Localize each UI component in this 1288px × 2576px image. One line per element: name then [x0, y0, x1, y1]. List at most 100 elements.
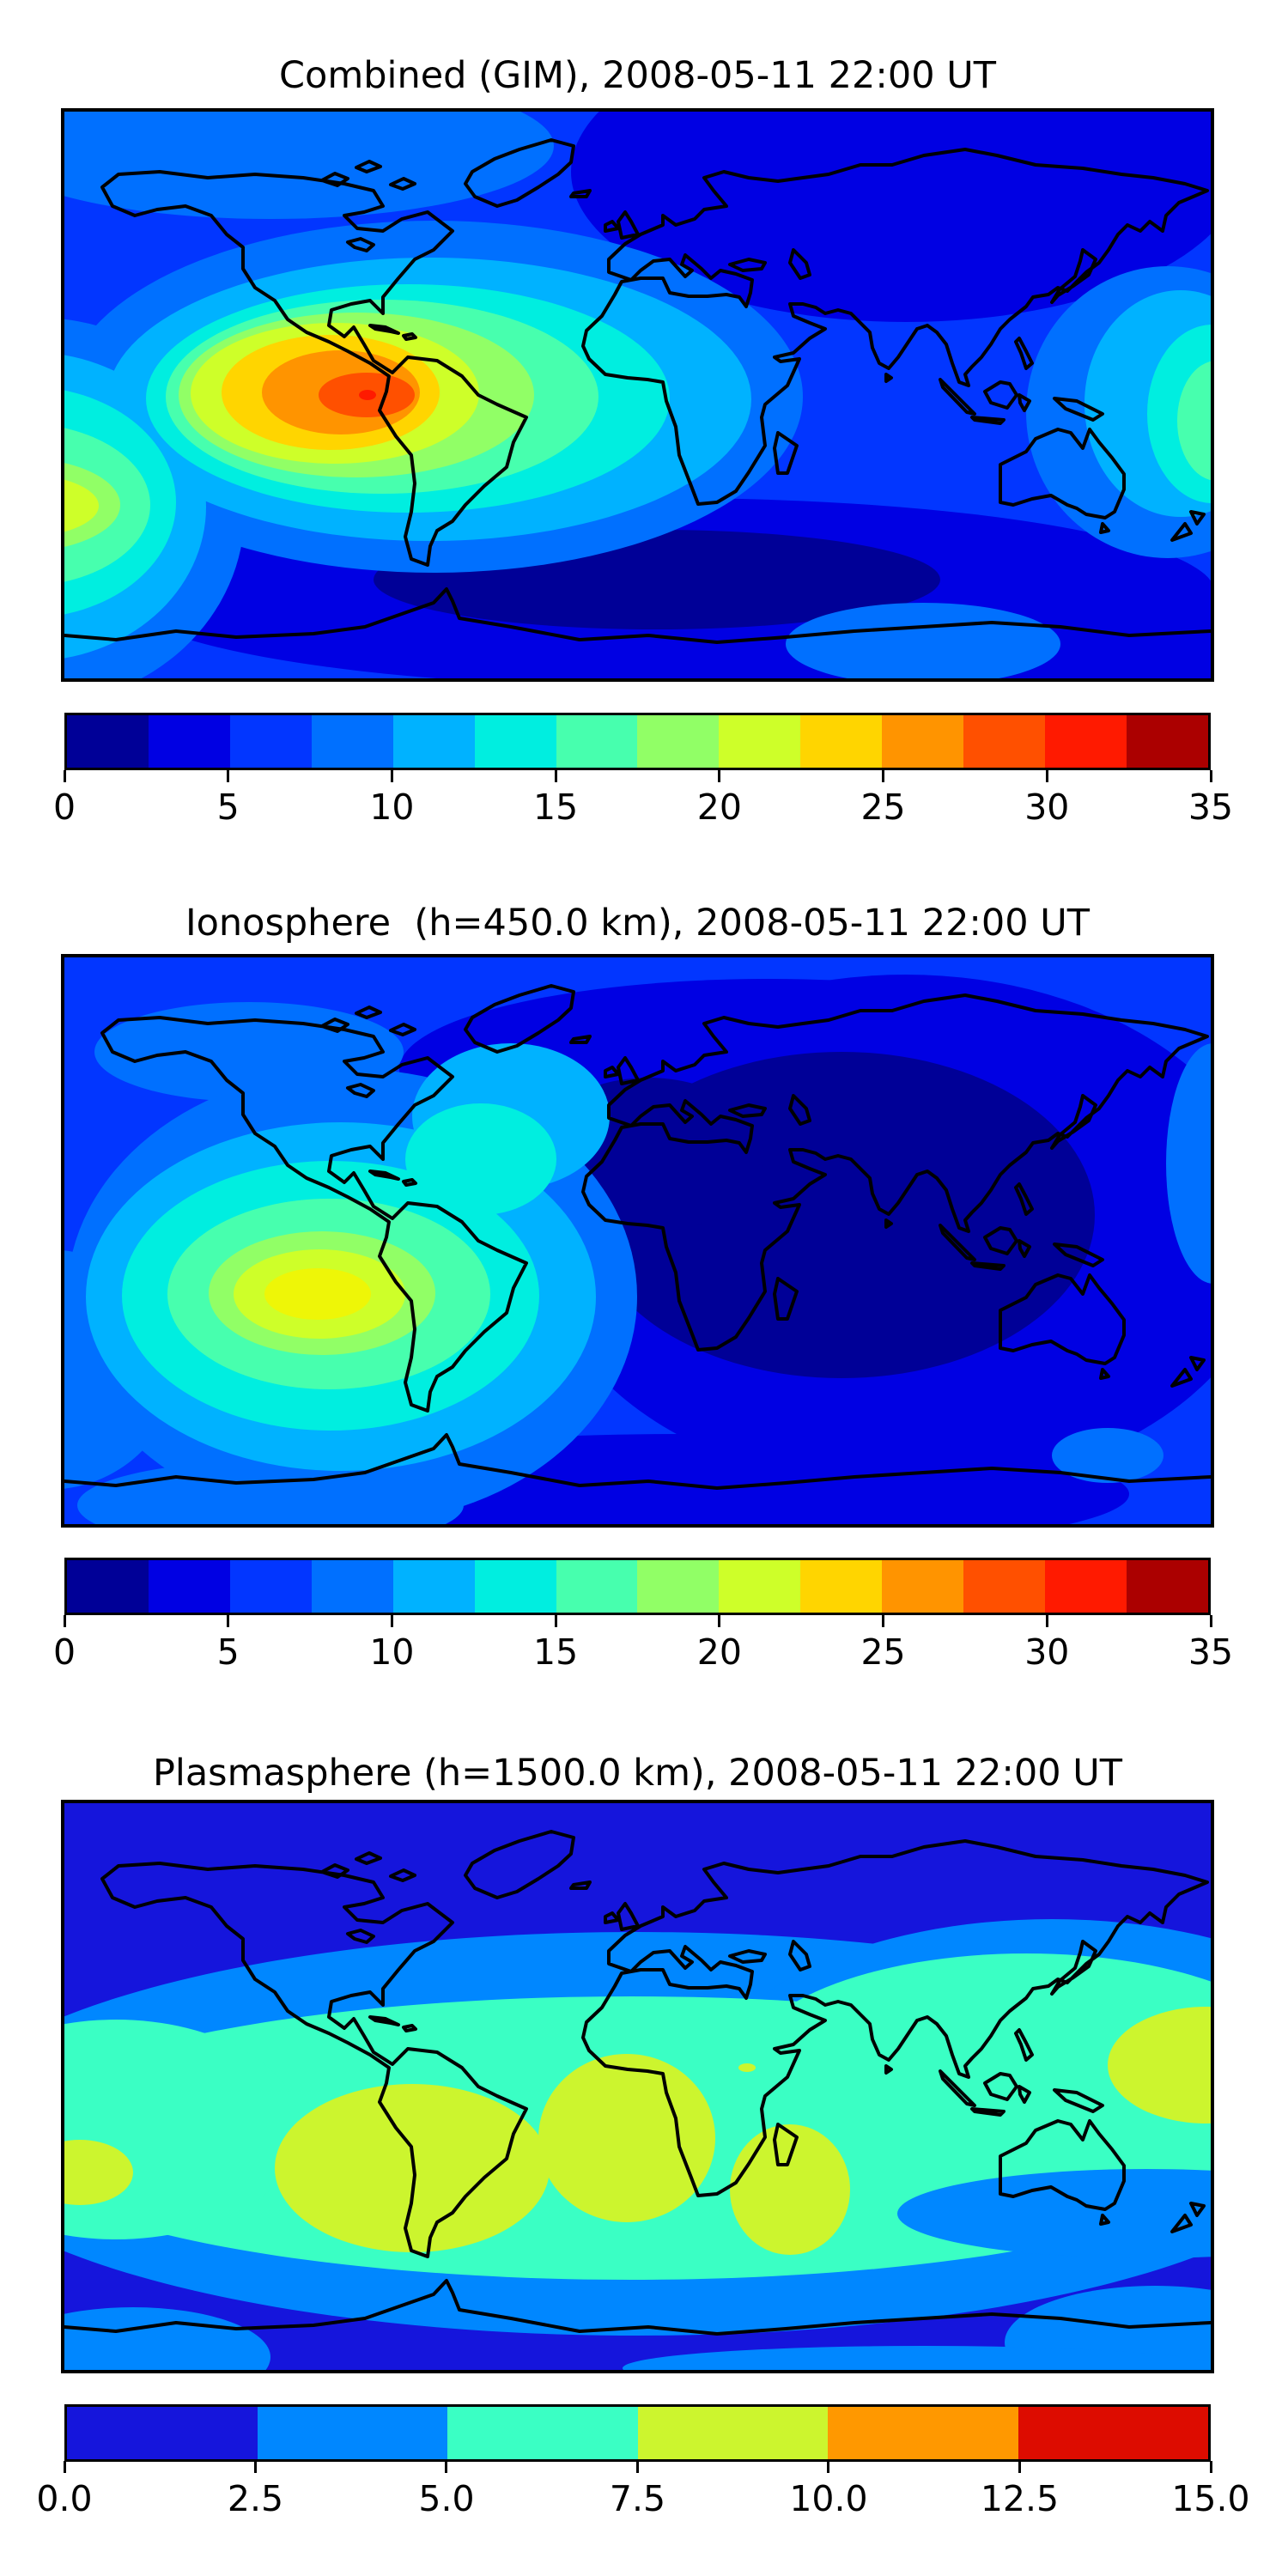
colorbar-tick	[636, 2461, 639, 2473]
colorbar-tickmarks	[63, 770, 1212, 782]
colorbar-segment	[148, 715, 230, 768]
colorbar-tick-label: 15	[533, 1631, 579, 1673]
colorbar-tick-label: 5.0	[418, 2478, 475, 2519]
contour-band	[623, 2346, 1211, 2370]
colorbar-segment	[67, 715, 149, 768]
colorbar-ionosphere	[64, 1558, 1211, 1615]
colorbar-tick	[445, 2461, 448, 2473]
world-tec-map-combined	[61, 108, 1214, 682]
colorbar-segment	[882, 715, 964, 768]
colorbar-tick-label: 15	[533, 787, 579, 828]
colorbar-tick	[390, 1615, 393, 1627]
colorbar-segment	[148, 1560, 230, 1613]
colorbar-segment	[229, 1560, 312, 1613]
colorbar-tick	[253, 2461, 257, 2473]
colorbar-tick	[227, 770, 230, 782]
contour-band	[405, 1103, 556, 1215]
colorbar-segment	[67, 2407, 258, 2459]
contour-band	[359, 390, 376, 400]
colorbar-tick-label: 15.0	[1171, 2478, 1250, 2519]
colorbar-segment	[67, 1560, 149, 1613]
contour-band	[1108, 2007, 1211, 2123]
contour-band	[64, 479, 99, 532]
colorbar-tick-label: 10.0	[789, 2478, 868, 2519]
contour-band	[897, 2169, 1211, 2258]
contour-band	[1177, 361, 1211, 481]
colorbar-segment	[637, 715, 720, 768]
colorbar-tick-label: 0	[52, 1631, 76, 1673]
contour-band	[1166, 1043, 1211, 1284]
colorbar-tick	[1209, 770, 1212, 782]
colorbar-tick	[390, 770, 393, 782]
colorbar-tick	[1018, 2461, 1021, 2473]
colorbar-tick	[882, 1615, 885, 1627]
colorbar-tick-label: 7.5	[609, 2478, 666, 2519]
colorbar-tick	[63, 770, 66, 782]
colorbar-segment	[392, 1560, 475, 1613]
panel-title: Ionosphere (h=450.0 km), 2008-05-11 22:0…	[185, 902, 1091, 945]
colorbar-tick-label: 35	[1188, 1631, 1234, 1673]
colorbar-tick	[718, 1615, 721, 1627]
colorbar-tick-label: 30	[1024, 1631, 1070, 1673]
colorbar-tick-label: 10	[369, 1631, 415, 1673]
colorbar-segment	[556, 1560, 638, 1613]
colorbar-segment	[392, 715, 475, 768]
panel-title: Plasmasphere (h=1500.0 km), 2008-05-11 2…	[152, 1752, 1123, 1795]
colorbar-segment	[556, 715, 638, 768]
colorbar-tick-label: 30	[1024, 787, 1070, 828]
colorbar-combined	[64, 713, 1211, 770]
contour-band	[538, 2054, 715, 2222]
colorbar-tick-label: 20	[696, 787, 742, 828]
colorbar-tick	[554, 770, 557, 782]
colorbar-segment	[311, 715, 393, 768]
contour-band	[64, 112, 554, 219]
colorbar-tick-label: 0	[52, 787, 76, 828]
colorbar-tick	[1045, 1615, 1048, 1627]
colorbar-segment	[719, 715, 801, 768]
contour-band	[275, 2084, 550, 2252]
colorbar-tick-label: 5	[216, 1631, 240, 1673]
colorbar-tick	[63, 2461, 66, 2473]
colorbar-tickmarks	[63, 2461, 1212, 2473]
panel-title: Combined (GIM), 2008-05-11 22:00 UT	[278, 54, 996, 97]
colorbar-ticklabels: 0 5 10 15 20 25 30 35	[53, 787, 1233, 829]
colorbar-tick	[882, 770, 885, 782]
colorbar-plasmasphere	[64, 2404, 1211, 2462]
colorbar-ticklabels: 0 5 10 15 20 25 30 35	[53, 1631, 1233, 1674]
colorbar-segment	[963, 715, 1046, 768]
colorbar-tick-label: 20	[696, 1631, 742, 1673]
colorbar-tickmarks	[63, 1615, 1212, 1627]
colorbar-tick-label: 10	[369, 787, 415, 828]
colorbar-segment	[474, 1560, 556, 1613]
colorbar-tick-label: 0.0	[36, 2478, 93, 2519]
colorbar-tick	[63, 1615, 66, 1627]
colorbar-segment	[800, 715, 883, 768]
world-tec-map-plasmasphere	[61, 1800, 1214, 2373]
colorbar-tick	[718, 770, 721, 782]
colorbar-tick-label: 25	[860, 787, 906, 828]
colorbar-tick-label: 25	[860, 1631, 906, 1673]
contour-band	[571, 112, 1211, 322]
colorbar-segment	[1126, 715, 1208, 768]
colorbar-segment	[719, 1560, 801, 1613]
colorbar-ticklabels: 0.0 2.5 5.0 7.5 10.0 12.5 15.0	[36, 2478, 1249, 2521]
colorbar-segment	[637, 1560, 720, 1613]
colorbar-segment	[1126, 1560, 1208, 1613]
contour-band	[64, 2140, 133, 2205]
colorbar-segment	[800, 1560, 883, 1613]
colorbar-tick-label: 35	[1188, 787, 1234, 828]
colorbar-tick-label: 2.5	[227, 2478, 284, 2519]
colorbar-tick-label: 5	[216, 787, 240, 828]
colorbar-segment	[637, 2407, 828, 2459]
colorbar-segment	[474, 715, 556, 768]
colorbar-tick	[227, 1615, 230, 1627]
colorbar-tick	[1209, 2461, 1212, 2473]
colorbar-segment	[963, 1560, 1046, 1613]
colorbar-tick	[1045, 770, 1048, 782]
contour-band	[738, 2063, 756, 2072]
colorbar-segment	[311, 1560, 393, 1613]
colorbar-segment	[447, 2407, 638, 2459]
contour-band	[1052, 1428, 1163, 1483]
colorbar-segment	[257, 2407, 447, 2459]
